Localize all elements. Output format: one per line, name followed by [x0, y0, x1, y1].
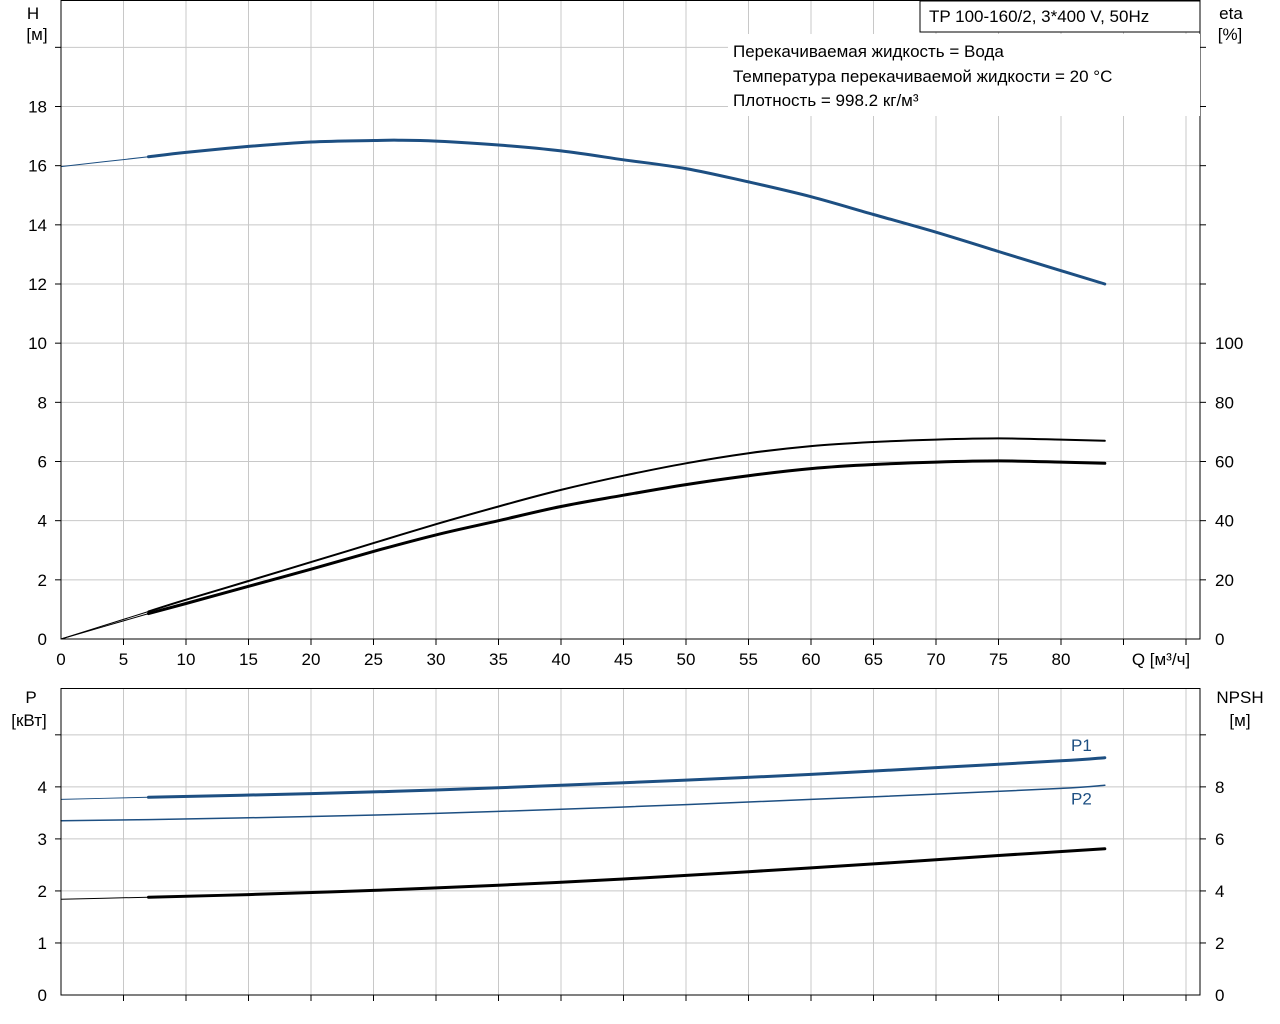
plot-frame — [60, 0, 1201, 640]
right-tick-label: 6 — [1215, 830, 1224, 849]
x-tick-label: 75 — [989, 650, 1008, 669]
left-tick-label: 4 — [38, 778, 47, 797]
right-tick-label: 60 — [1215, 453, 1234, 472]
frame-layer — [60, 0, 1201, 996]
x-axis-title: Q [м³/ч] — [1132, 650, 1190, 669]
left-tick-label: 2 — [38, 571, 47, 590]
left-tick-label: 6 — [38, 453, 47, 472]
series-curve-0-0 — [147, 138, 1107, 286]
x-tick-label: 20 — [302, 650, 321, 669]
right-tick-label: 20 — [1215, 571, 1234, 590]
curve-layer — [60, 138, 1107, 900]
left-tick-label: 12 — [28, 275, 47, 294]
info-box — [728, 34, 1200, 116]
series-curve-0-3 — [147, 459, 1107, 616]
left-tick-label: 4 — [38, 512, 47, 531]
top-left-axis-title-unit: [м] — [26, 25, 47, 44]
left-tick-label: 1 — [38, 934, 47, 953]
bottom-right-axis-title-symbol: NPSH — [1216, 688, 1263, 707]
x-tick-label: 25 — [364, 650, 383, 669]
x-tick-label: 65 — [864, 650, 883, 669]
left-tick-label: 16 — [28, 157, 47, 176]
series-label-p1: P1 — [1071, 736, 1092, 755]
plot-frame — [60, 688, 1201, 996]
info-line-temperature: Температура перекачиваемой жидкости = 20… — [733, 67, 1112, 86]
x-tick-label: 70 — [927, 650, 946, 669]
info-line-density: Плотность = 998.2 кг/м³ — [733, 91, 919, 110]
x-tick-label: 35 — [489, 650, 508, 669]
right-tick-label: 80 — [1215, 393, 1234, 412]
right-tick-label: 8 — [1215, 778, 1224, 797]
series-curve-1-4 — [60, 896, 149, 900]
info-line-fluid: Перекачиваемая жидкость = Вода — [733, 42, 1004, 61]
left-tick-label: 0 — [38, 630, 47, 649]
x-tick-label: 0 — [56, 650, 65, 669]
left-tick-label: 10 — [28, 334, 47, 353]
top-left-axis-title-symbol: H — [27, 4, 39, 23]
left-tick-label: 14 — [28, 216, 47, 235]
series-curve-1-1 — [60, 796, 149, 800]
bottom-right-axis-title-unit: [м] — [1229, 711, 1250, 730]
title-box — [919, 0, 1201, 33]
left-tick-label: 0 — [38, 986, 47, 1005]
top-right-axis-title-unit: [%] — [1218, 25, 1243, 44]
series-curve-0-5 — [60, 613, 149, 640]
right-tick-label: 2 — [1215, 934, 1224, 953]
x-tick-label: 10 — [177, 650, 196, 669]
x-tick-label: 40 — [552, 650, 571, 669]
series-curve-1-2 — [60, 784, 1106, 822]
left-tick-label: 18 — [28, 98, 47, 117]
top-right-axis-title-symbol: eta — [1219, 4, 1243, 23]
bottom-left-axis-title-symbol: P — [25, 688, 36, 707]
chart-title: TP 100-160/2, 3*400 V, 50Hz — [929, 7, 1149, 26]
x-tick-label: 60 — [802, 650, 821, 669]
x-tick-label: 50 — [677, 650, 696, 669]
right-tick-label: 4 — [1215, 882, 1224, 901]
series-label-p2: P2 — [1071, 789, 1092, 808]
x-tick-label: 5 — [119, 650, 128, 669]
x-tick-label: 80 — [1052, 650, 1071, 669]
x-tick-label: 15 — [239, 650, 258, 669]
right-tick-label: 100 — [1215, 334, 1243, 353]
right-tick-label: 0 — [1215, 986, 1224, 1005]
left-tick-label: 8 — [38, 393, 47, 412]
left-tick-label: 3 — [38, 830, 47, 849]
series-curve-0-1 — [60, 156, 149, 168]
series-curve-1-3 — [147, 847, 1107, 899]
series-curve-0-2 — [147, 437, 1106, 613]
x-tick-label: 30 — [427, 650, 446, 669]
series-curve-1-0 — [147, 756, 1107, 799]
right-tick-label: 40 — [1215, 512, 1234, 531]
x-tick-label: 55 — [739, 650, 758, 669]
left-tick-label: 2 — [38, 882, 47, 901]
right-tick-label: 0 — [1215, 630, 1224, 649]
bottom-left-axis-title-unit: [кВт] — [11, 711, 46, 730]
x-tick-label: 45 — [614, 650, 633, 669]
